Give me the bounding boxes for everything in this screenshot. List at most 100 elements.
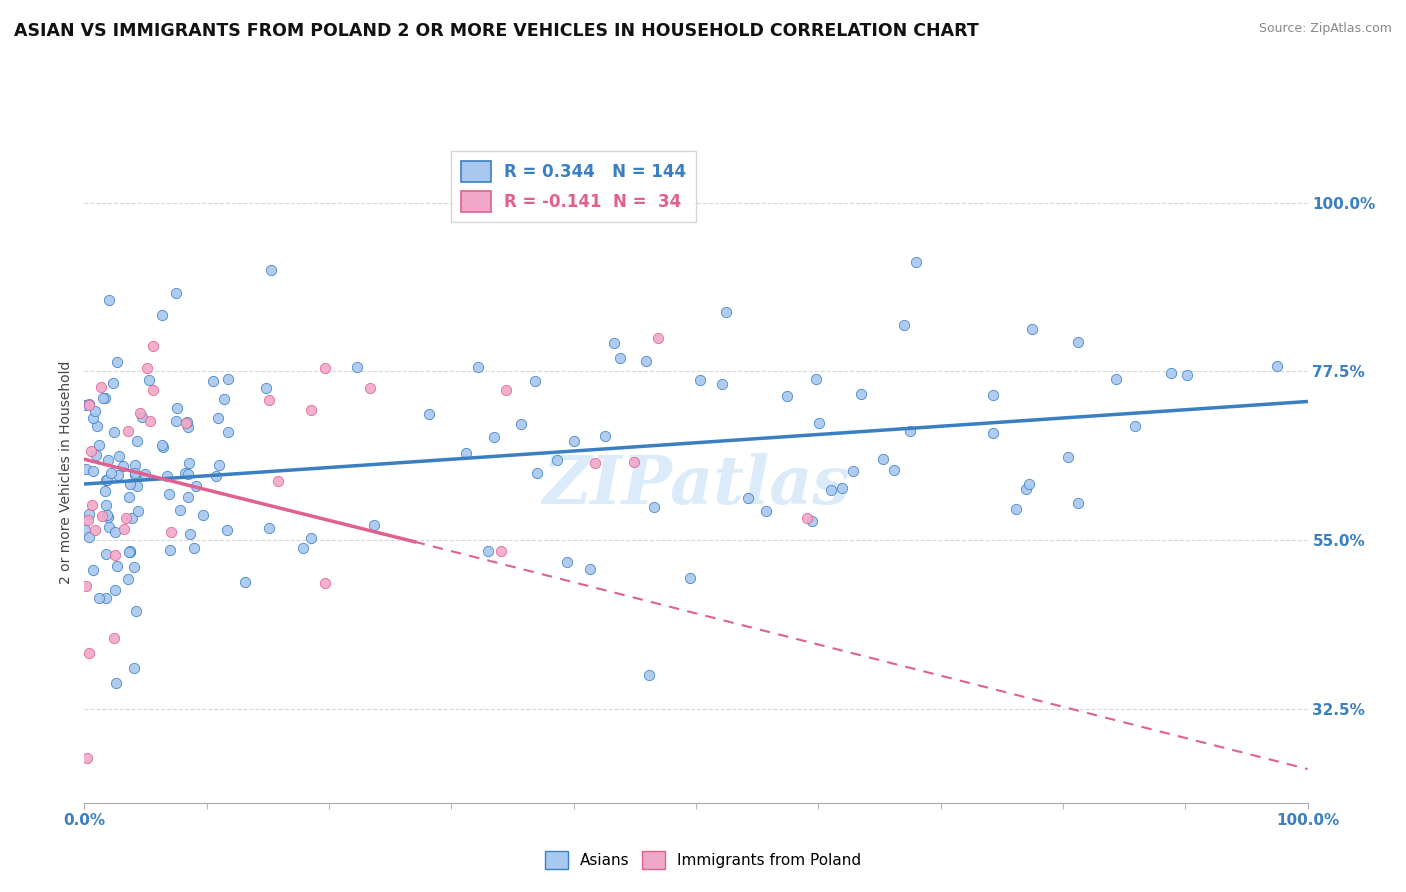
Point xyxy=(301,403,323,417)
Point xyxy=(555,555,578,569)
Point xyxy=(152,440,174,454)
Point xyxy=(579,562,602,576)
Point xyxy=(267,475,290,489)
Point xyxy=(128,406,150,420)
Point xyxy=(94,473,117,487)
Point xyxy=(125,604,148,618)
Point xyxy=(165,414,187,428)
Text: ZIPatlas: ZIPatlas xyxy=(543,453,849,518)
Legend: R = 0.344   N = 144, R = -0.141  N =  34: R = 0.344 N = 144, R = -0.141 N = 34 xyxy=(451,151,696,222)
Point xyxy=(191,508,214,522)
Point xyxy=(583,456,606,470)
Point xyxy=(97,452,120,467)
Point xyxy=(1015,482,1038,496)
Point xyxy=(359,381,381,395)
Point xyxy=(94,498,117,512)
Point xyxy=(165,285,187,300)
Point xyxy=(363,517,385,532)
Point xyxy=(796,511,818,525)
Point xyxy=(820,483,842,497)
Point xyxy=(893,318,915,332)
Point xyxy=(89,591,111,605)
Point xyxy=(112,522,135,536)
Point xyxy=(1005,501,1028,516)
Point xyxy=(94,392,117,406)
Point xyxy=(82,411,104,425)
Point xyxy=(159,542,181,557)
Point xyxy=(159,525,181,540)
Point xyxy=(346,359,368,374)
Point xyxy=(637,668,659,682)
Point xyxy=(1123,419,1146,434)
Point xyxy=(100,466,122,480)
Point xyxy=(201,374,224,388)
Point xyxy=(77,646,100,660)
Point xyxy=(776,388,799,402)
Point xyxy=(98,293,121,308)
Point xyxy=(86,418,108,433)
Point xyxy=(117,572,139,586)
Point xyxy=(872,451,894,466)
Point xyxy=(489,544,512,558)
Point xyxy=(260,263,283,277)
Point xyxy=(482,430,505,444)
Point xyxy=(842,464,865,478)
Point xyxy=(981,388,1004,402)
Point xyxy=(299,531,322,545)
Point xyxy=(1175,368,1198,383)
Point xyxy=(1160,366,1182,380)
Point xyxy=(314,361,336,376)
Point xyxy=(94,591,117,606)
Y-axis label: 2 or more Vehicles in Household: 2 or more Vehicles in Household xyxy=(59,361,73,584)
Point xyxy=(131,410,153,425)
Point xyxy=(127,504,149,518)
Point xyxy=(155,469,177,483)
Point xyxy=(623,455,645,469)
Point xyxy=(134,467,156,481)
Point xyxy=(609,351,631,366)
Point xyxy=(105,355,128,369)
Point xyxy=(98,520,121,534)
Point xyxy=(176,415,198,429)
Point xyxy=(166,401,188,415)
Point xyxy=(679,571,702,585)
Point xyxy=(643,500,665,515)
Point xyxy=(105,558,128,573)
Point xyxy=(104,548,127,562)
Point xyxy=(1067,334,1090,349)
Point xyxy=(636,353,658,368)
Point xyxy=(73,523,96,537)
Point xyxy=(176,420,198,434)
Point xyxy=(138,373,160,387)
Point xyxy=(186,479,208,493)
Point xyxy=(107,467,129,482)
Point xyxy=(883,462,905,476)
Point xyxy=(150,438,173,452)
Point xyxy=(84,404,107,418)
Point xyxy=(122,560,145,574)
Point xyxy=(115,511,138,525)
Point xyxy=(77,507,100,521)
Point xyxy=(104,582,127,597)
Point xyxy=(467,359,489,374)
Point xyxy=(76,513,98,527)
Point xyxy=(77,530,100,544)
Point xyxy=(103,425,125,439)
Point xyxy=(77,398,100,412)
Point xyxy=(208,458,231,472)
Point xyxy=(755,504,778,518)
Point xyxy=(212,392,235,407)
Point xyxy=(291,541,314,555)
Point xyxy=(524,374,547,388)
Point xyxy=(477,544,499,558)
Point xyxy=(454,446,477,460)
Point xyxy=(981,425,1004,440)
Point xyxy=(125,478,148,492)
Point xyxy=(90,379,112,393)
Point xyxy=(125,434,148,449)
Point xyxy=(142,384,165,398)
Point xyxy=(82,563,104,577)
Point xyxy=(152,308,174,322)
Point xyxy=(1265,359,1288,374)
Point xyxy=(1057,450,1080,464)
